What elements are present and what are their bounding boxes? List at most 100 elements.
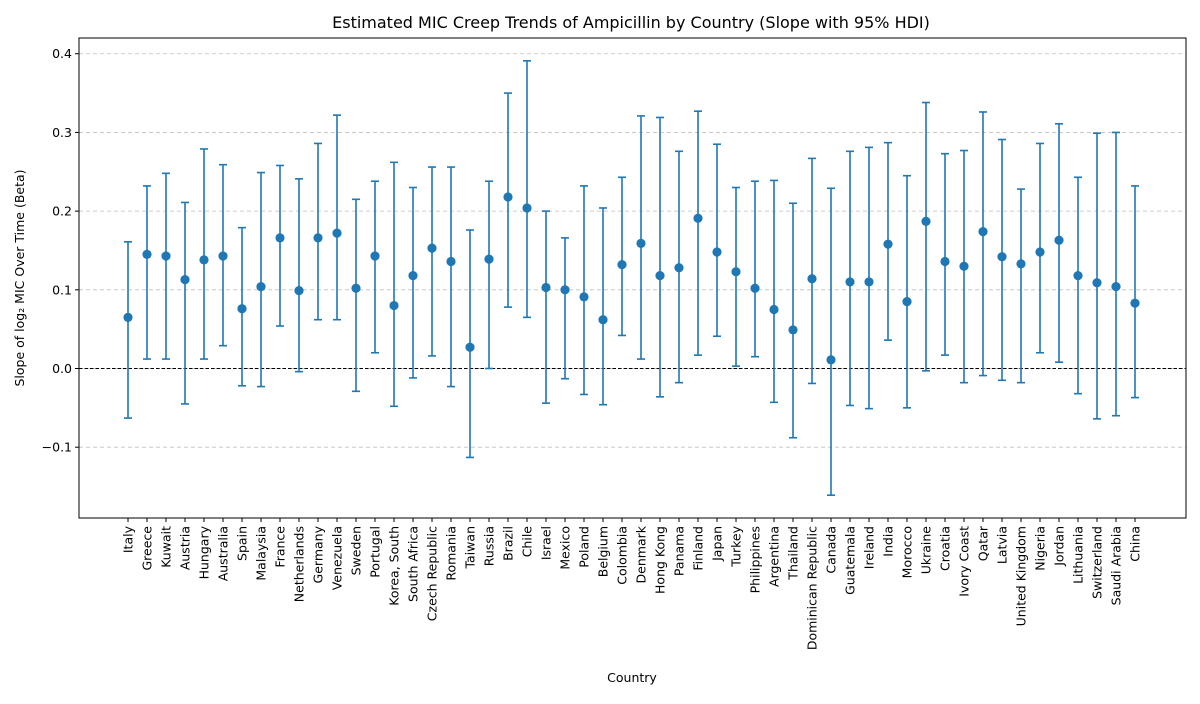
data-point bbox=[826, 355, 836, 365]
data-point bbox=[332, 228, 342, 238]
x-tick-label: Czech Republic bbox=[425, 526, 440, 621]
y-axis-label: Slope of log₂ MIC Over Time (Beta) bbox=[12, 169, 27, 386]
data-point bbox=[465, 342, 475, 352]
x-tick-label: Mexico bbox=[558, 526, 573, 570]
data-point bbox=[1016, 259, 1026, 269]
data-point bbox=[902, 297, 912, 307]
x-tick-label: Croatia bbox=[938, 526, 953, 571]
y-tick-label: 0.3 bbox=[52, 125, 72, 140]
error-bars-layer bbox=[124, 60, 1139, 496]
x-tick-label: Latvia bbox=[995, 526, 1010, 564]
x-tick-label: Switzerland bbox=[1090, 526, 1105, 599]
data-point bbox=[940, 256, 950, 267]
x-tick-label: Belgium bbox=[596, 526, 611, 577]
x-tick-label: Canada bbox=[824, 526, 839, 574]
x-tick-label: Australia bbox=[216, 526, 231, 581]
data-point bbox=[636, 238, 646, 248]
x-tick-label: Ukraine bbox=[919, 526, 934, 575]
data-point bbox=[1054, 235, 1064, 245]
data-point bbox=[161, 251, 171, 261]
data-point bbox=[1130, 298, 1140, 308]
data-point bbox=[313, 233, 323, 243]
x-tick-label: Kuwait bbox=[159, 526, 174, 568]
x-tick-label: Nigeria bbox=[1033, 526, 1048, 571]
data-point bbox=[921, 216, 931, 226]
chart-title: Estimated MIC Creep Trends of Ampicillin… bbox=[332, 13, 930, 32]
x-tick-label: Brazil bbox=[501, 526, 516, 561]
x-tick-label: Hong Kong bbox=[653, 526, 668, 594]
data-point bbox=[199, 255, 209, 265]
data-point bbox=[674, 263, 684, 273]
data-point bbox=[1111, 282, 1121, 292]
x-tick-label: Romania bbox=[444, 526, 459, 581]
data-point bbox=[712, 247, 722, 257]
x-tick-label: Lithuania bbox=[1071, 526, 1086, 584]
data-point bbox=[237, 304, 247, 314]
x-tick-label: Russia bbox=[482, 526, 497, 566]
y-tick-label: 0.4 bbox=[52, 46, 72, 61]
x-axis-label: Country bbox=[607, 670, 657, 685]
data-point bbox=[541, 282, 551, 293]
x-tick-label: Saudi Arabia bbox=[1109, 526, 1124, 605]
y-tick-label: 0.0 bbox=[52, 361, 72, 376]
data-point bbox=[446, 256, 456, 267]
data-point bbox=[123, 312, 133, 322]
x-tick-label: Spain bbox=[235, 526, 250, 561]
x-ticks-layer: Italy Greece Kuwait Austria Hungary Australia… bbox=[121, 518, 1143, 650]
data-point bbox=[1092, 278, 1102, 288]
data-point bbox=[142, 249, 152, 259]
x-tick-label: Greece bbox=[140, 526, 155, 571]
grid-layer bbox=[79, 53, 1186, 448]
data-point bbox=[351, 283, 361, 293]
data-point bbox=[959, 261, 969, 271]
x-tick-label: Hungary bbox=[197, 525, 212, 579]
x-tick-label: Korea, South bbox=[387, 526, 402, 606]
y-tick-label: 0.2 bbox=[52, 204, 72, 219]
x-tick-label: United Kingdom bbox=[1014, 526, 1029, 626]
x-tick-label: Jordan bbox=[1052, 526, 1067, 567]
x-tick-label: Turkey bbox=[729, 525, 744, 567]
data-point bbox=[579, 292, 589, 302]
data-point bbox=[256, 282, 266, 292]
x-tick-label: Dominican Republic bbox=[805, 526, 820, 650]
data-point bbox=[1073, 271, 1083, 281]
x-tick-label: Finland bbox=[691, 526, 706, 571]
x-tick-label: Qatar bbox=[976, 525, 991, 561]
x-tick-label: Morocco bbox=[900, 526, 915, 578]
x-tick-label: Guatemala bbox=[843, 526, 858, 595]
data-point bbox=[370, 251, 380, 261]
data-point bbox=[560, 285, 570, 295]
data-point bbox=[294, 285, 304, 296]
x-tick-label: Panama bbox=[672, 526, 687, 576]
data-point bbox=[275, 233, 285, 243]
x-tick-label: China bbox=[1128, 526, 1143, 562]
x-tick-label: Sweden bbox=[349, 526, 364, 575]
x-tick-label: Israel bbox=[539, 526, 554, 560]
data-point bbox=[617, 260, 627, 270]
x-tick-label: Taiwan bbox=[463, 526, 478, 570]
data-point bbox=[978, 226, 988, 237]
data-point bbox=[883, 239, 893, 249]
data-point bbox=[997, 252, 1007, 262]
data-point bbox=[1035, 247, 1045, 257]
data-point bbox=[807, 274, 817, 284]
data-point bbox=[484, 254, 494, 264]
x-tick-label: Chile bbox=[520, 526, 535, 558]
data-point bbox=[788, 325, 798, 335]
data-point bbox=[769, 304, 779, 315]
data-point bbox=[598, 315, 608, 325]
x-tick-label: Denmark bbox=[634, 525, 649, 583]
x-tick-label: Thailand bbox=[786, 526, 801, 581]
x-tick-label: Portugal bbox=[368, 526, 383, 578]
data-point bbox=[389, 300, 399, 311]
x-tick-label: France bbox=[273, 526, 288, 568]
x-tick-label: Germany bbox=[311, 525, 326, 583]
data-point bbox=[655, 271, 665, 281]
y-tick-label: −0.1 bbox=[42, 440, 72, 455]
x-tick-label: Venezuela bbox=[330, 526, 345, 590]
data-point bbox=[180, 274, 190, 285]
x-tick-label: Austria bbox=[178, 526, 193, 570]
points-layer bbox=[123, 192, 1140, 365]
data-point bbox=[522, 203, 532, 213]
